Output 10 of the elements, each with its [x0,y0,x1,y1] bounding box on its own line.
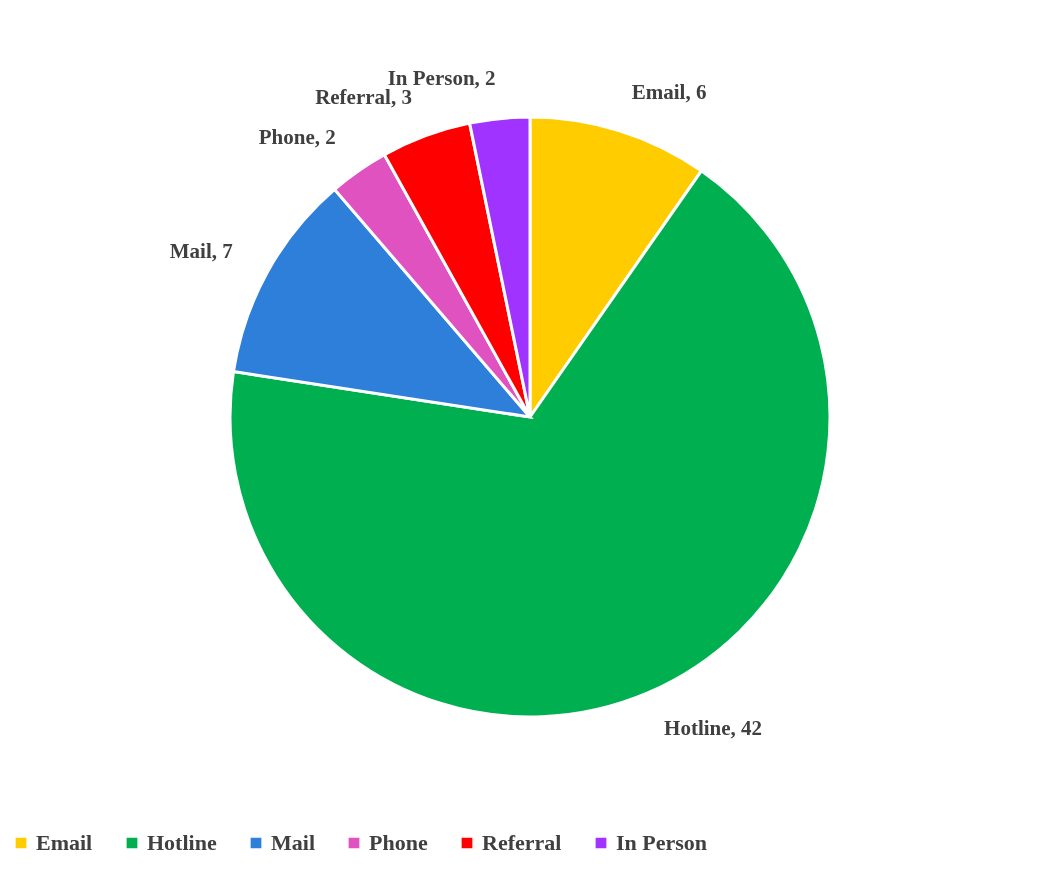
legend-label: Referral [482,830,562,855]
data-label: Mail, 7 [169,239,233,263]
data-label: Hotline, 42 [664,716,763,741]
legend-label: Email [36,830,93,855]
legend-label: Phone [369,830,428,855]
legend-label: Mail [271,830,315,855]
legend-label: Hotline [147,830,217,855]
data-label: Email, 6 [631,79,707,104]
legend-label: In Person [616,830,708,855]
data-label: Phone, 2 [258,124,336,149]
